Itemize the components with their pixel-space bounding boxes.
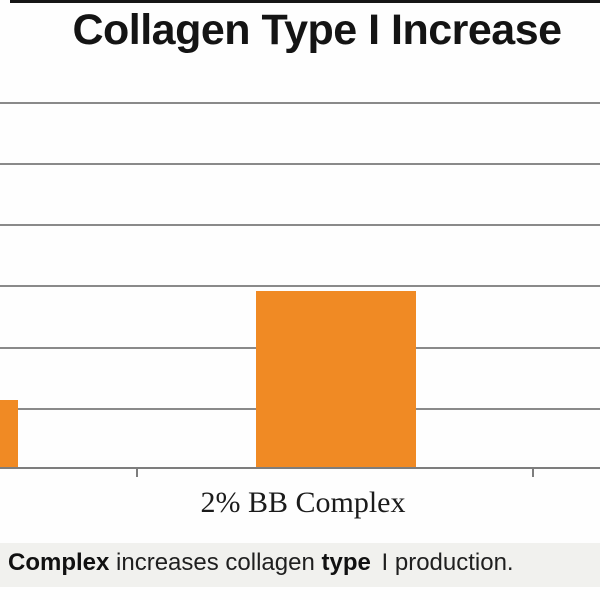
caption-bold-word: type xyxy=(321,549,371,576)
gridline xyxy=(0,102,600,104)
caption-text: I production. xyxy=(374,549,514,576)
top-border-line xyxy=(10,0,600,3)
x-axis-tick xyxy=(136,469,138,477)
chart-caption: Complex increases collagen type I produc… xyxy=(8,549,596,577)
x-axis-line xyxy=(0,467,600,469)
gridline xyxy=(0,285,600,287)
gridline xyxy=(0,224,600,226)
bar-2-percent-bb-complex xyxy=(256,291,416,467)
x-axis-category-label: 2% BB Complex xyxy=(200,486,406,519)
gridline xyxy=(0,163,600,165)
caption-text: increases collagen xyxy=(109,549,322,576)
chart-title: Collagen Type I Increase xyxy=(72,6,562,54)
caption-bold-word: Complex xyxy=(8,549,110,576)
x-axis-tick xyxy=(532,469,534,477)
bar-cropped-left-category xyxy=(0,400,18,467)
caption-background-band xyxy=(0,543,600,587)
